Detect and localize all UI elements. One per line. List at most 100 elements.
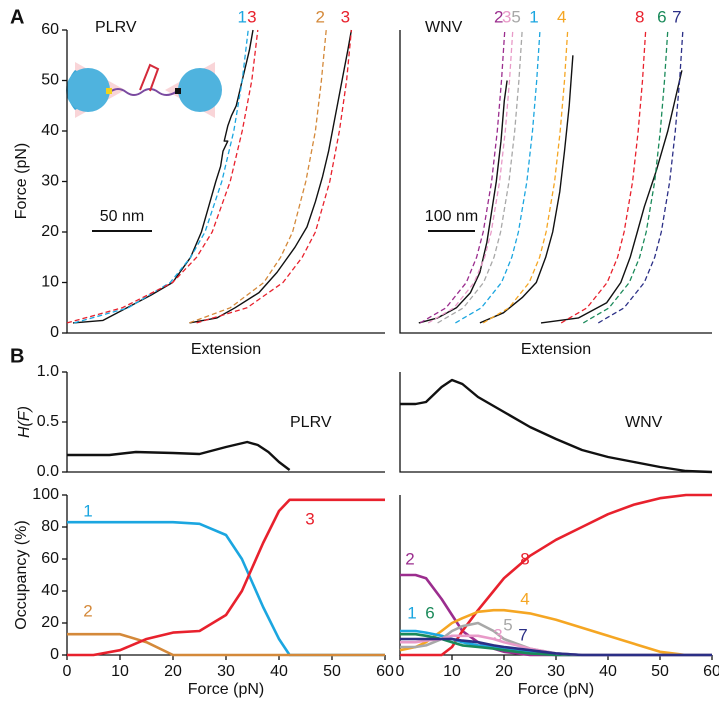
chart-title: WNV [425,19,463,36]
series-label: 3 [305,509,314,528]
x-tick-label: 40 [270,663,288,680]
series-label: 8 [520,549,529,568]
x-tick-label: 0 [396,663,405,680]
series-label: 7 [672,7,681,26]
y-tick-label: 0 [50,646,59,663]
axis-line [66,495,385,656]
y-tick-label: 0 [50,324,59,341]
series-line [67,632,385,657]
y-tick-label: 40 [41,122,59,139]
fit-line [582,29,669,324]
series-line [399,608,712,657]
y-tick-label: 60 [41,21,59,38]
axis-line [66,372,385,473]
y-tick-label: 40 [41,582,59,599]
y-axis-label: Occupancy (%) [13,520,30,629]
data-trace [72,29,254,324]
series-label: 7 [518,625,527,644]
y-axis-label: H(F) [16,406,33,438]
x-tick-label: 60 [703,663,719,680]
y-tick-label: 50 [41,72,59,89]
fit-line [597,29,684,324]
scale-bar-label: 50 nm [100,208,144,225]
series-label: 2 [405,549,414,568]
y-tick-label: 60 [41,550,59,567]
inset-illustration [66,62,222,118]
series-label: 4 [520,589,529,608]
fit-line [66,29,259,324]
x-axis-label: Force (pN) [518,681,594,698]
fit-line [419,29,506,324]
y-tick-label: 0.0 [37,463,59,480]
y-tick-label: 20 [41,223,59,240]
series-label: 3 [502,7,511,26]
y-tick-label: 100 [32,486,59,503]
series-label: 4 [557,7,566,26]
y-tick-label: 1.0 [37,363,59,380]
y-tick-label: 0.5 [37,413,59,430]
x-tick-label: 0 [63,663,72,680]
data-trace [189,29,353,324]
series-label: 6 [425,603,434,622]
series-line [400,493,712,657]
fit-line [427,29,514,324]
y-tick-label: 20 [41,614,59,631]
axis-line [66,30,385,334]
series-line [67,440,291,471]
series-label: 1 [529,7,538,26]
fit-line [437,29,523,324]
x-tick-label: 20 [164,663,182,680]
fit-line [196,29,353,324]
fit-line [189,29,327,324]
series-label: 1 [237,7,246,26]
x-tick-label: 30 [547,663,565,680]
series-label: 8 [635,7,644,26]
series-label: 2 [494,7,503,26]
chart-title: PLRV [290,414,332,431]
y-axis-label: Force (pN) [13,143,30,219]
data-trace [479,55,574,324]
chart-title: WNV [625,414,663,431]
series-label: 6 [657,7,666,26]
y-tick-label: 30 [41,173,59,190]
x-axis-label: Extension [521,341,591,358]
x-axis-label: Extension [191,341,261,358]
panel-label: B [10,345,24,367]
fit-line [482,29,569,324]
x-tick-label: 10 [111,663,129,680]
y-tick-label: 10 [41,274,59,291]
series-label: 5 [511,7,520,26]
series-label: 3 [341,7,350,26]
data-trace [540,70,683,324]
fit-line [560,29,647,324]
axis-line [399,495,712,656]
y-tick-label: 80 [41,518,59,535]
x-axis-label: Force (pN) [188,681,264,698]
chart-title: PLRV [95,19,137,36]
series-line [400,378,713,474]
axis-line [399,30,712,334]
series-label: 1 [83,501,92,520]
x-tick-label: 50 [323,663,341,680]
x-tick-label: 20 [495,663,513,680]
x-tick-label: 30 [217,663,235,680]
fit-line [74,29,249,324]
series-label: 3 [247,7,256,26]
x-tick-label: 60 [376,663,394,680]
data-trace [418,80,508,324]
series-label: 2 [315,7,324,26]
x-tick-label: 50 [651,663,669,680]
x-tick-label: 10 [443,663,461,680]
series-label: 1 [407,603,416,622]
series-label: 2 [83,601,92,620]
axis-line [399,372,712,473]
series-label: 5 [503,615,512,634]
scale-bar-label: 100 nm [425,208,478,225]
series-label: 3 [493,625,502,644]
panel-label: A [10,6,24,28]
x-tick-label: 40 [599,663,617,680]
series-line [400,573,712,657]
fit-line [455,29,541,324]
series-line [400,637,712,657]
